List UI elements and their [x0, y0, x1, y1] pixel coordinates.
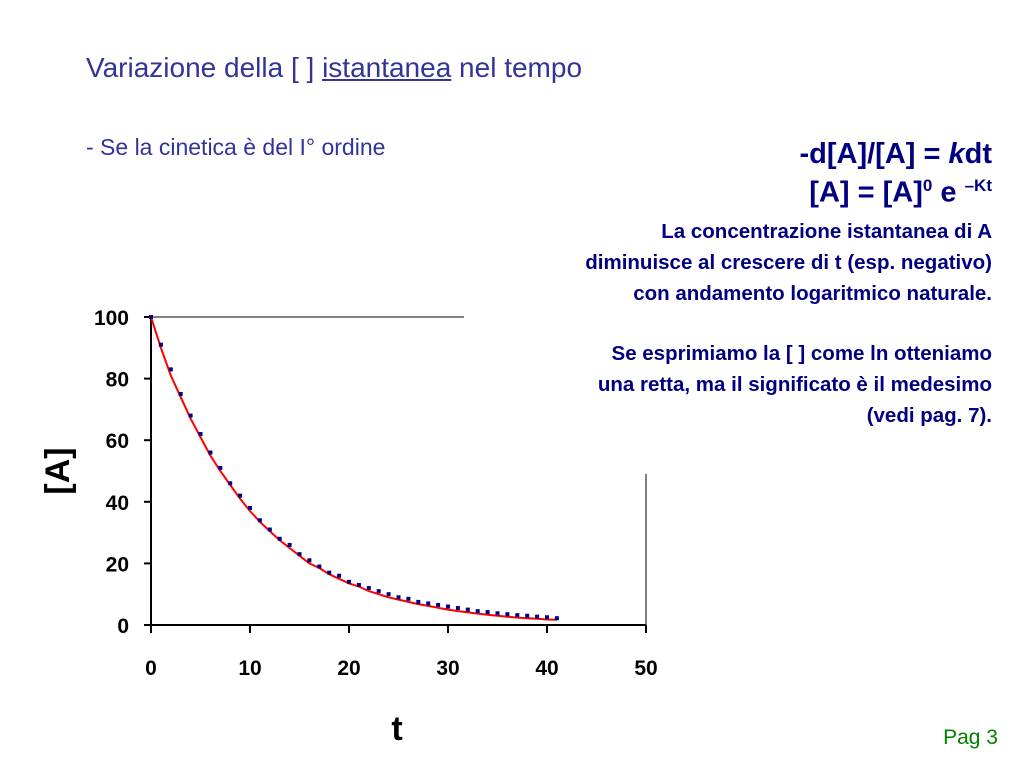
- data-point: [149, 315, 153, 319]
- data-point: [426, 601, 431, 606]
- description-1-line-2: diminuisce al crescere di t (esp. negati…: [585, 251, 992, 274]
- data-point: [495, 611, 500, 616]
- x-tick-label: 40: [535, 657, 558, 680]
- description-2-line-1: Se esprimiamo la [ ] come ln otteniamo: [611, 342, 992, 365]
- chart-axes: 0 20 40 60 80 100 0 10 20 30 40 50: [94, 307, 658, 680]
- data-point: [307, 558, 312, 563]
- y-tick-label: 40: [106, 492, 129, 515]
- data-point: [208, 450, 213, 455]
- integrated-formula: [A] = [A]0 e –Kt: [809, 176, 992, 210]
- data-point: [554, 616, 559, 621]
- data-point: [525, 613, 530, 618]
- data-point: [545, 615, 549, 620]
- description-2-line-3: (vedi pag. 7).: [866, 404, 992, 427]
- data-point: [257, 518, 262, 523]
- integrated-formula-exponent: –Kt: [964, 176, 992, 195]
- data-point: [198, 432, 203, 437]
- data-point: [376, 589, 381, 594]
- title-underlined-word: istantanea: [322, 52, 452, 83]
- data-point: [218, 465, 223, 470]
- data-point: [455, 606, 460, 611]
- slide-subtitle: - Se la cinetica è del I° ordine: [86, 134, 386, 160]
- description-block-1: La concentrazione istantanea di A diminu…: [585, 216, 992, 309]
- fit-curve: [150, 316, 557, 621]
- data-point: [297, 552, 302, 557]
- x-tick-label: 0: [145, 657, 157, 680]
- data-point: [406, 596, 411, 601]
- y-tick-label: 60: [106, 430, 129, 453]
- data-point: [465, 607, 470, 612]
- data-point: [485, 610, 490, 615]
- y-tick-label: 0: [117, 615, 129, 638]
- rate-formula-right: dt: [964, 138, 992, 170]
- x-tick-label: 10: [238, 657, 261, 680]
- data-point: [535, 614, 540, 619]
- data-point: [505, 612, 510, 617]
- description-1-line-3: con andamento logaritmico naturale.: [633, 282, 992, 305]
- rate-formula: -d[A]/[A] = kdt: [799, 138, 992, 171]
- data-point: [366, 586, 371, 591]
- data-point: [238, 493, 243, 498]
- description-block-2: Se esprimiamo la [ ] come ln otteniamo u…: [598, 338, 992, 431]
- data-point: [327, 570, 332, 575]
- x-tick-label: 50: [634, 657, 657, 680]
- x-tick-label: 30: [436, 657, 459, 680]
- x-tick-label: 20: [337, 657, 360, 680]
- data-point: [317, 564, 322, 569]
- y-tick-label: 100: [94, 307, 129, 330]
- y-axis-label: [A]: [39, 447, 77, 494]
- data-point: [267, 527, 272, 532]
- data-point: [228, 481, 233, 486]
- data-point: [337, 573, 342, 578]
- title-part-2: nel tempo: [451, 52, 583, 83]
- integrated-formula-e: e: [932, 176, 965, 209]
- y-tick-label: 80: [106, 369, 129, 392]
- data-point: [446, 604, 450, 609]
- data-point: [515, 613, 520, 618]
- x-axis-label: t: [391, 710, 402, 748]
- data-point: [475, 609, 480, 614]
- rate-formula-left: -d[A]/[A] =: [799, 138, 949, 170]
- data-point: [188, 413, 193, 418]
- data-point: [168, 367, 173, 372]
- data-point: [178, 392, 183, 396]
- y-tick-label: 20: [106, 553, 129, 576]
- description-1-line-1: La concentrazione istantanea di A: [661, 220, 992, 243]
- description-2-line-2: una retta, ma il significato è il medesi…: [597, 373, 992, 396]
- slide-title: Variazione della [ ] istantanea nel temp…: [86, 52, 582, 84]
- data-point: [416, 599, 421, 604]
- rate-formula-k: k: [948, 138, 965, 170]
- data-point: [248, 505, 252, 510]
- data-point: [277, 536, 282, 541]
- data-point: [356, 582, 361, 587]
- integrated-formula-base: [A] = [A]: [809, 176, 923, 209]
- data-point: [287, 542, 292, 547]
- data-point: [347, 579, 351, 584]
- chart-marks: [149, 315, 559, 621]
- data-point: [386, 592, 391, 597]
- data-point: [396, 595, 401, 600]
- data-point: [436, 602, 441, 607]
- data-point: [158, 342, 163, 347]
- title-part-1: Variazione della [ ]: [86, 52, 323, 83]
- integrated-formula-zero: 0: [922, 176, 933, 195]
- page-number: Pag 3: [943, 726, 998, 749]
